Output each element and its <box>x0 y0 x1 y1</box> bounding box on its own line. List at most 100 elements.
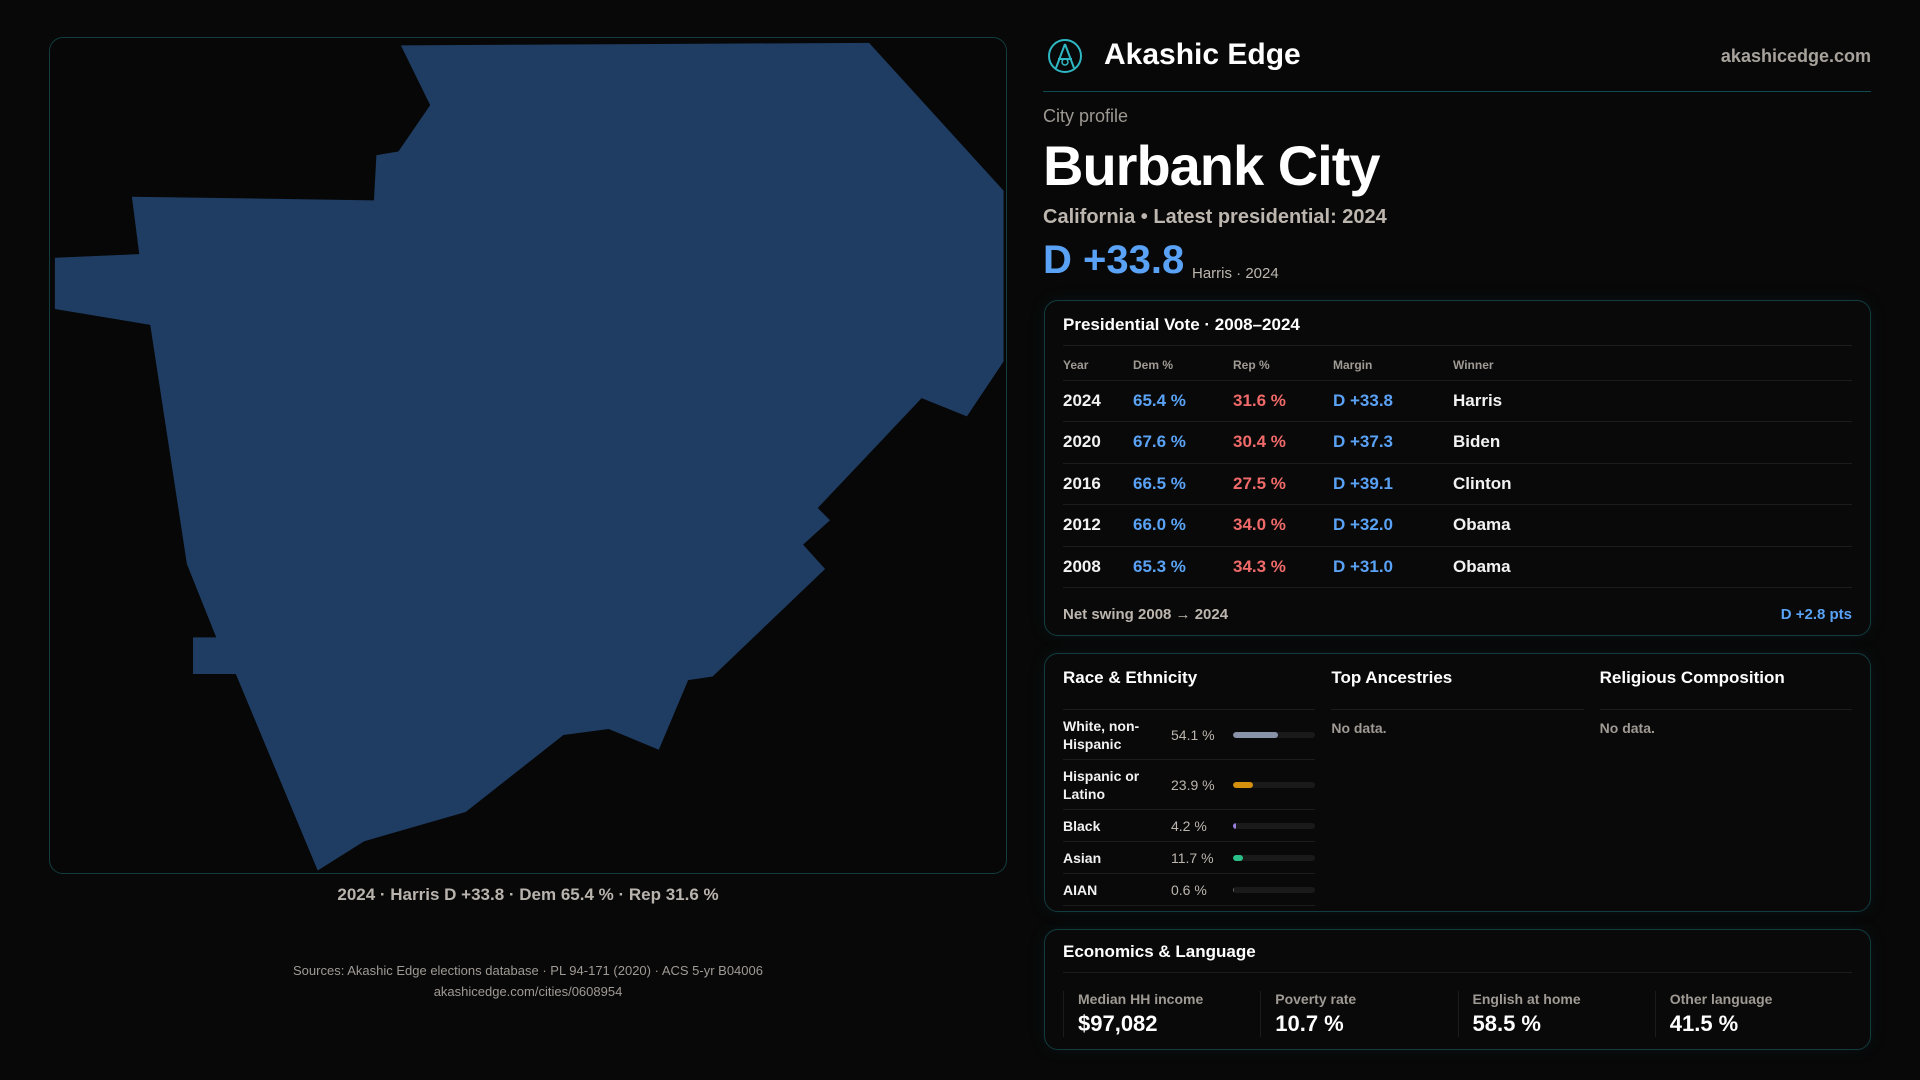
table-row: 2016 66.5 % 27.5 % D +39.1 Clinton <box>1063 463 1852 505</box>
table-cell: D +39.1 <box>1333 463 1453 505</box>
table-cell: D +31.0 <box>1333 546 1453 588</box>
page-subtitle: California • Latest presidential: 2024 <box>1043 206 1387 228</box>
table-cell: 31.6 % <box>1233 380 1333 422</box>
table-cell: 27.5 % <box>1233 463 1333 505</box>
latest-margin: D +33.8 <box>1043 238 1185 282</box>
panel-title: Economics & Language <box>1063 942 1852 973</box>
section-title: Race & Ethnicity <box>1063 668 1316 710</box>
panel-title: Presidential Vote · 2008–2024 <box>1063 315 1852 346</box>
race-row: Black 4.2 % <box>1063 810 1316 842</box>
stat-label: English at home <box>1472 991 1581 1007</box>
section-title: Top Ancestries <box>1331 668 1584 710</box>
table-cell: 2020 <box>1063 421 1133 464</box>
section-title: Religious Composition <box>1599 668 1852 710</box>
stat-item: Median HH income $97,082 <box>1063 991 1260 1037</box>
race-row: Asian 11.7 % <box>1063 842 1316 874</box>
sources-text: Sources: Akashic Edge elections database… <box>293 963 763 978</box>
city-boundary-map <box>54 42 1004 871</box>
race-row: Hispanic or Latino 23.9 % <box>1063 760 1316 810</box>
race-percent: 4.2 % <box>1171 817 1207 834</box>
vote-table: Year Dem % Rep % Margin Winner 2024 65.4 … <box>1063 350 1852 588</box>
demographics-panel: Race & Ethnicity White, non-Hispanic 54.1… <box>1044 653 1871 912</box>
page-title: Burbank City <box>1043 134 1380 197</box>
race-label: AIAN <box>1063 881 1098 898</box>
race-percent: 23.9 % <box>1171 776 1215 793</box>
race-percent: 11.7 % <box>1171 849 1214 866</box>
race-percent: 54.1 % <box>1171 726 1215 743</box>
race-percent: 0.6 % <box>1171 881 1207 898</box>
stat-item: English at home 58.5 % <box>1457 991 1655 1037</box>
table-cell: 34.3 % <box>1233 546 1333 588</box>
table-cell: 67.6 % <box>1133 421 1233 464</box>
stat-label: Median HH income <box>1078 991 1204 1007</box>
map-caption: 2024 · Harris D +33.8 · Dem 65.4 % · Rep… <box>337 885 719 904</box>
table-cell: Harris <box>1453 380 1852 422</box>
stat-item: Poverty rate 10.7 % <box>1260 991 1457 1037</box>
header: Akashic Edge akashicedge.com <box>1043 36 1871 92</box>
column-header: Rep % <box>1233 350 1333 381</box>
table-cell: 2024 <box>1063 380 1133 422</box>
column-header: Year <box>1063 350 1133 381</box>
stat-value: $97,082 <box>1078 1011 1158 1036</box>
race-bar-fill <box>1233 854 1243 861</box>
stat-value: 58.5 % <box>1472 1011 1542 1036</box>
empty-state: No data. <box>1331 720 1387 736</box>
race-bar-fill <box>1233 822 1237 829</box>
net-swing-label: Net swing 2008 → 2024 <box>1063 606 1229 623</box>
column-header: Margin <box>1333 350 1453 381</box>
net-swing: Net swing 2008 → 2024 D +2.8 pts <box>1063 606 1852 623</box>
table-cell: D +37.3 <box>1333 421 1453 464</box>
race-bar-track <box>1233 781 1316 788</box>
table-row: 2008 65.3 % 34.3 % D +31.0 Obama <box>1063 546 1852 588</box>
net-swing-value: D +2.8 pts <box>1780 606 1852 623</box>
race-ethnicity-section: Race & Ethnicity White, non-Hispanic 54.1… <box>1063 668 1316 906</box>
stat-item: Other language 41.5 % <box>1654 991 1852 1037</box>
religion-section: Religious Composition No data. <box>1599 668 1852 897</box>
race-label: Black <box>1063 817 1101 834</box>
city-map[interactable] <box>49 37 1007 874</box>
table-cell: 66.5 % <box>1133 463 1233 505</box>
empty-state: No data. <box>1599 720 1655 736</box>
economics-panel: Economics & Language Median HH income $97… <box>1044 929 1871 1050</box>
brand-name: Akashic Edge <box>1104 38 1301 71</box>
table-cell: Obama <box>1453 504 1852 547</box>
column-header: Dem % <box>1133 350 1233 381</box>
stat-value: 10.7 % <box>1275 1011 1344 1036</box>
race-bar-track <box>1233 854 1316 861</box>
race-bar-track <box>1233 822 1316 829</box>
table-row: 2020 67.6 % 30.4 % D +37.3 Biden <box>1063 421 1852 464</box>
site-link[interactable]: akashicedge.com <box>1720 46 1871 66</box>
table-cell: 66.0 % <box>1133 504 1233 547</box>
race-bar-fill <box>1233 781 1253 788</box>
race-label: Hispanic or Latino <box>1063 767 1140 802</box>
table-row: 2024 65.4 % 31.6 % D +33.8 Harris <box>1063 380 1852 422</box>
table-cell: 2016 <box>1063 463 1133 505</box>
table-cell: D +33.8 <box>1333 380 1453 422</box>
page-kicker: City profile <box>1043 106 1129 126</box>
column-header: Winner <box>1453 350 1852 381</box>
race-bar-track <box>1233 886 1316 893</box>
table-cell: Clinton <box>1453 463 1852 505</box>
race-row: White, non-Hispanic 54.1 % <box>1063 710 1316 760</box>
stat-label: Poverty rate <box>1275 991 1357 1007</box>
race-row: AIAN 0.6 % <box>1063 874 1316 906</box>
table-cell: Obama <box>1453 546 1852 588</box>
race-label: White, non-Hispanic <box>1063 717 1140 752</box>
table-cell: 65.3 % <box>1133 546 1233 588</box>
sources-note: Sources: Akashic Edge elections database… <box>49 960 1007 1002</box>
page-url[interactable]: akashicedge.com/cities/0608954 <box>433 984 623 999</box>
ancestries-section: Top Ancestries No data. <box>1331 668 1584 897</box>
table-row: 2012 66.0 % 34.0 % D +32.0 Obama <box>1063 504 1852 547</box>
table-cell: D +32.0 <box>1333 504 1453 547</box>
table-cell: 2012 <box>1063 504 1133 547</box>
stat-label: Other language <box>1669 991 1773 1007</box>
race-bar-track <box>1233 731 1316 738</box>
latest-margin-note: Harris · 2024 <box>1192 265 1279 282</box>
city-boundary-shape <box>54 42 1004 871</box>
table-cell: Biden <box>1453 421 1852 464</box>
race-bar-fill <box>1233 731 1278 738</box>
stat-value: 41.5 % <box>1669 1011 1739 1036</box>
table-cell: 30.4 % <box>1233 421 1333 464</box>
compass-emblem-icon <box>1048 39 1082 73</box>
table-cell: 65.4 % <box>1133 380 1233 422</box>
